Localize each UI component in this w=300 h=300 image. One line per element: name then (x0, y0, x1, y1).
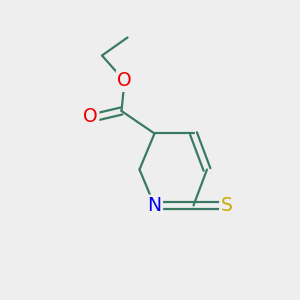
Text: O: O (83, 107, 98, 127)
Text: S: S (220, 196, 232, 215)
Text: N: N (147, 196, 162, 215)
Text: O: O (117, 71, 132, 91)
